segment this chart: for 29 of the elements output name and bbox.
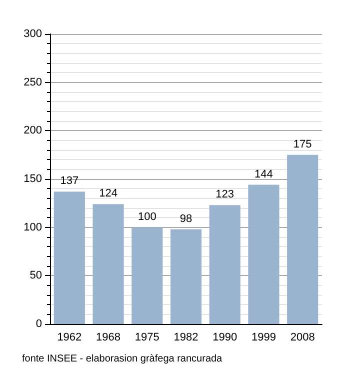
y-tick-label: 200 bbox=[24, 124, 42, 137]
data-label: 175 bbox=[293, 138, 312, 150]
data-label: 100 bbox=[138, 210, 156, 223]
y-tick-label: 100 bbox=[24, 221, 42, 234]
data-label: 144 bbox=[254, 168, 273, 180]
x-tick-label: 2008 bbox=[290, 332, 315, 344]
y-tick-label: 250 bbox=[24, 76, 42, 88]
x-tick-label: 1968 bbox=[96, 332, 121, 344]
x-tick-label: 1982 bbox=[174, 332, 198, 344]
y-tick-label: 0 bbox=[36, 318, 42, 330]
x-tick-label: 1975 bbox=[134, 332, 160, 344]
x-tick-label: 1962 bbox=[57, 332, 82, 344]
data-label: 137 bbox=[60, 175, 79, 188]
bar bbox=[287, 154, 318, 324]
data-label: 98 bbox=[180, 212, 192, 225]
y-tick-label: 300 bbox=[24, 28, 42, 40]
bar bbox=[132, 227, 163, 324]
data-label: 124 bbox=[99, 188, 118, 200]
bar bbox=[209, 205, 240, 324]
y-tick-label: 50 bbox=[30, 270, 42, 282]
bar bbox=[92, 204, 124, 324]
y-tick-label: 150 bbox=[24, 173, 42, 185]
bar bbox=[54, 192, 85, 324]
bar bbox=[248, 184, 280, 324]
bar bbox=[170, 229, 202, 324]
x-tick-label: 1999 bbox=[251, 332, 276, 344]
data-label: 123 bbox=[216, 188, 234, 201]
source-note: fonte INSEE - elaborasion gràfega rancurada bbox=[22, 354, 223, 364]
x-tick-label: 1990 bbox=[212, 332, 238, 344]
